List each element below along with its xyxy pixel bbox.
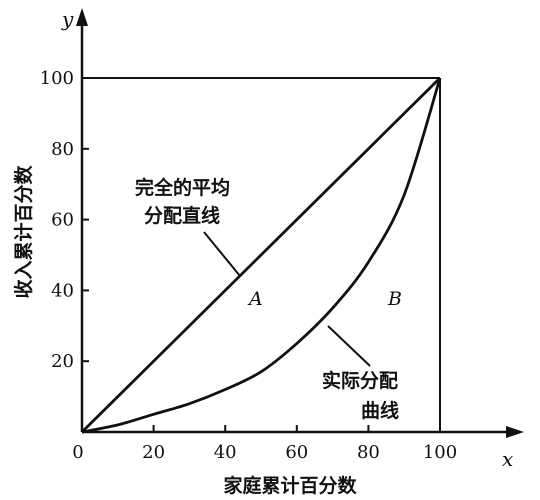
y-tick-group: 20 40 60 80 100: [40, 68, 89, 372]
y-axis-variable: y: [61, 7, 74, 31]
lorenz-curve-leader: [327, 325, 371, 367]
equality-line-label-line2: 分配直线: [144, 204, 220, 227]
y-tick-label: 20: [51, 351, 74, 372]
x-tick-label: 100: [423, 442, 457, 463]
x-tick-label: 0: [72, 442, 83, 463]
region-b-label: B: [387, 288, 402, 310]
x-axis-title: 家庭累计百分数: [223, 474, 357, 497]
x-axis-arrow: [506, 426, 524, 438]
y-tick-label: 80: [51, 139, 74, 160]
x-tick-label: 80: [357, 442, 380, 463]
equality-line-leader: [203, 231, 241, 277]
y-tick-label: 60: [51, 210, 74, 231]
x-tick-group: 0 20 40 60 80 100: [72, 425, 457, 463]
lorenz-curve-label-line2: 曲线: [361, 399, 399, 422]
y-tick-label: 100: [40, 68, 74, 89]
equality-line: [81, 77, 441, 433]
y-tick-label: 40: [51, 280, 74, 301]
region-a-label: A: [247, 288, 263, 310]
equality-line-label-line1: 完全的平均: [135, 176, 230, 199]
lorenz-curve-label-line1: 实际分配: [322, 369, 398, 392]
x-tick-label: 60: [285, 442, 308, 463]
x-tick-label: 20: [142, 442, 165, 463]
y-axis-title: 收入累计百分数: [12, 165, 35, 299]
x-axis-variable: x: [502, 447, 513, 471]
y-axis-arrow: [76, 8, 88, 26]
x-tick-label: 40: [214, 442, 237, 463]
lorenz-curve: [81, 77, 442, 434]
